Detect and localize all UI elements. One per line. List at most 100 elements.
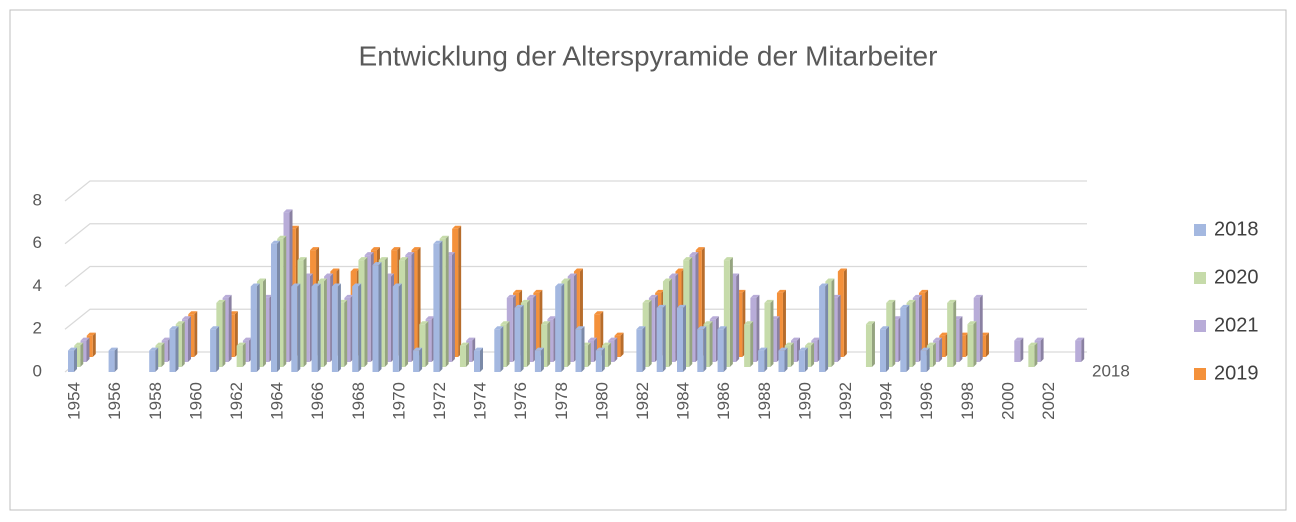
legend-label: 2019 [1214,362,1259,384]
bar [74,345,81,367]
bar-side [526,299,530,367]
bar [594,314,601,357]
bar-top [791,337,800,341]
x-tick-label: 1966 [308,382,327,420]
bar [331,286,338,372]
bar [912,297,919,362]
bar-side [419,347,423,372]
bar-side [703,326,707,372]
x-tick-label: 1980 [592,382,611,420]
bar [900,307,907,372]
bar-top [642,299,652,303]
bar-side [723,326,727,372]
bar-top [271,240,280,244]
bar-side [451,252,455,362]
bar-top [602,342,612,346]
bar [324,276,331,362]
legend-label: 2018 [1214,218,1259,240]
bar-top [561,278,571,282]
bar [514,307,521,372]
bar [561,281,568,367]
x-tick-label: 1984 [674,382,693,420]
bar-top [310,247,320,251]
bar [1034,340,1041,362]
legend-swatch [1194,368,1206,380]
bar-top [378,257,388,261]
bar [967,324,974,367]
bar-side [804,347,808,372]
bar [750,297,757,362]
x-tick-label: 1960 [186,382,205,420]
bar-side [533,294,537,362]
legend-swatch [1194,272,1206,284]
bar-top [805,342,815,346]
bar [474,350,480,372]
y-tick-label: 4 [33,276,42,295]
bar-side [811,342,815,367]
x-tick-label: 1994 [877,382,896,420]
bar [933,340,940,362]
bar-side [445,235,449,367]
bar [533,292,540,357]
bar-top [764,299,774,303]
bar-top [370,247,380,251]
bar [973,297,980,362]
bar [662,281,669,367]
bar-top [344,294,354,298]
bar-side [161,342,165,367]
bar-side [843,268,847,357]
bar-top [68,347,77,351]
bar [811,340,818,362]
bar [819,286,826,372]
bar-side [92,332,96,357]
bar-top [291,283,301,287]
bar [277,238,284,367]
bar [906,302,913,367]
bar-top [419,321,429,325]
bar [959,335,966,357]
bar-side [398,283,402,372]
x-tick-label: 1964 [268,382,287,420]
bar-top [567,273,577,277]
bar-side [283,235,287,367]
bar-side [1034,342,1038,367]
bar-top [459,342,469,346]
bar-side [344,299,348,367]
bar-top [709,316,719,320]
bar-side [581,326,585,372]
bar [1028,345,1035,367]
bar-top [614,332,624,336]
bar [831,297,838,362]
bar-top [677,304,686,308]
bar-top [433,240,443,244]
bar-side [973,321,977,367]
bar-top [541,321,551,325]
bar-side [608,342,612,367]
bar-top [350,268,360,272]
bar-top [926,342,936,346]
bar-top [413,347,423,351]
grid-line [64,223,1087,245]
bar-top [452,225,462,229]
bar [736,292,743,357]
bar [86,335,93,357]
bar-side [642,326,646,372]
bar [108,350,115,372]
bar-side [337,283,341,372]
x-tick-label: 1976 [511,382,530,420]
x-tick-label: 1986 [714,382,733,420]
y-tick-label: 6 [33,233,42,252]
bar [236,345,243,367]
bar [494,329,501,372]
bar-side [256,283,260,372]
bar-top [474,347,483,351]
bar [169,329,176,372]
bar-side [458,225,462,357]
x-tick-label: 1970 [389,382,408,420]
bar-top [155,342,165,346]
bar-side [831,278,835,367]
bar-top [175,321,185,325]
bar-side [506,321,510,367]
bar-side [547,321,551,367]
bar-top [331,283,341,287]
